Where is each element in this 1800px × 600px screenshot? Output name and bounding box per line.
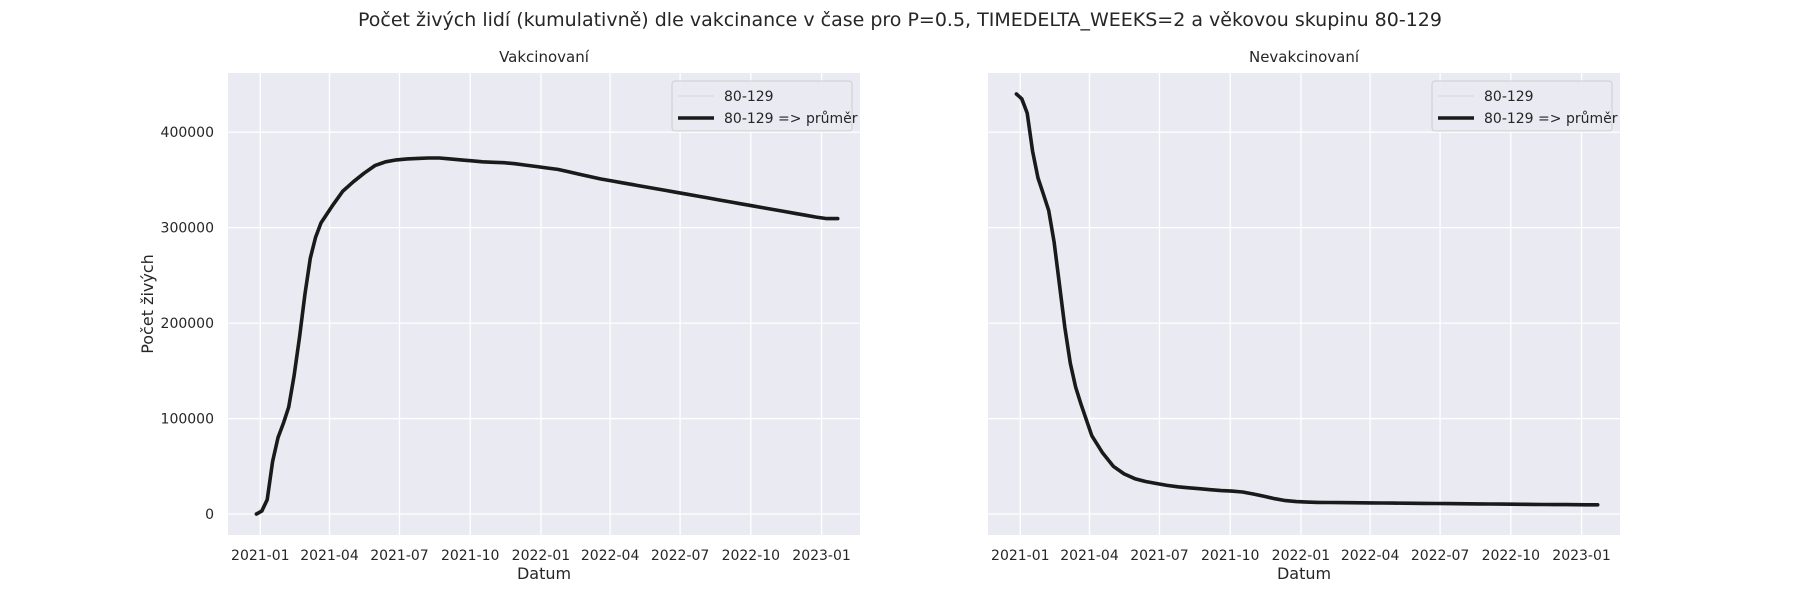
y-tick-label: 100000 [161,412,214,428]
plot-background [228,73,860,535]
x-tick-label: 2022-07 [651,548,710,564]
figure-suptitle: Počet živých lidí (kumulativně) dle vakc… [358,9,1442,31]
y-axis-label: Počet živých [138,254,157,354]
axes-title: Vakcinovaní [499,48,590,66]
legend-label: 80-129 => průměr [724,111,858,127]
series-line [1014,92,1600,507]
x-tick-label: 2022-04 [1341,548,1400,564]
x-tick-label: 2022-07 [1411,548,1470,564]
x-tick-label: 2021-04 [300,548,359,564]
x-tick-label: 2021-07 [1130,548,1189,564]
x-tick-label: 2022-04 [581,548,640,564]
x-axis-label: Datum [517,564,571,583]
x-tick-label: 2021-04 [1060,548,1119,564]
legend-label: 80-129 [1484,89,1534,105]
x-tick-label: 2023-01 [1552,548,1611,564]
legend-box [1431,80,1613,132]
x-tick-label: 2021-10 [441,548,500,564]
x-tick-label: 2023-01 [792,548,851,564]
y-tick-label: 0 [205,507,214,523]
x-tick-label: 2021-01 [231,548,290,564]
legend-label: 80-129 [724,89,774,105]
y-tick-label: 200000 [161,316,214,332]
x-tick-label: 2022-01 [512,548,571,564]
legend-label: 80-129 => průměr [1484,111,1618,127]
plot-background [988,73,1620,535]
x-tick-label: 2021-10 [1201,548,1260,564]
panel-2: 2021-01 2021-04 2021-07 2021-10 2022-01 2022-… [988,48,1620,583]
y-tick-label: 300000 [161,221,214,237]
series-line [254,156,840,516]
legend-box [671,80,853,132]
x-axis-label: Datum [1277,564,1331,583]
panel-1: 2021-01 2021-04 2021-07 2021-10 2022-01 2022-… [138,48,860,583]
x-tick-label: 2021-01 [991,548,1050,564]
x-tick-label: 2021-07 [370,548,429,564]
x-tick-label: 2022-01 [1272,548,1331,564]
axes-title: Nevakcinovaní [1249,48,1360,66]
x-tick-label: 2022-10 [1482,548,1541,564]
y-tick-label: 400000 [161,125,214,141]
x-tick-label: 2022-10 [722,548,781,564]
